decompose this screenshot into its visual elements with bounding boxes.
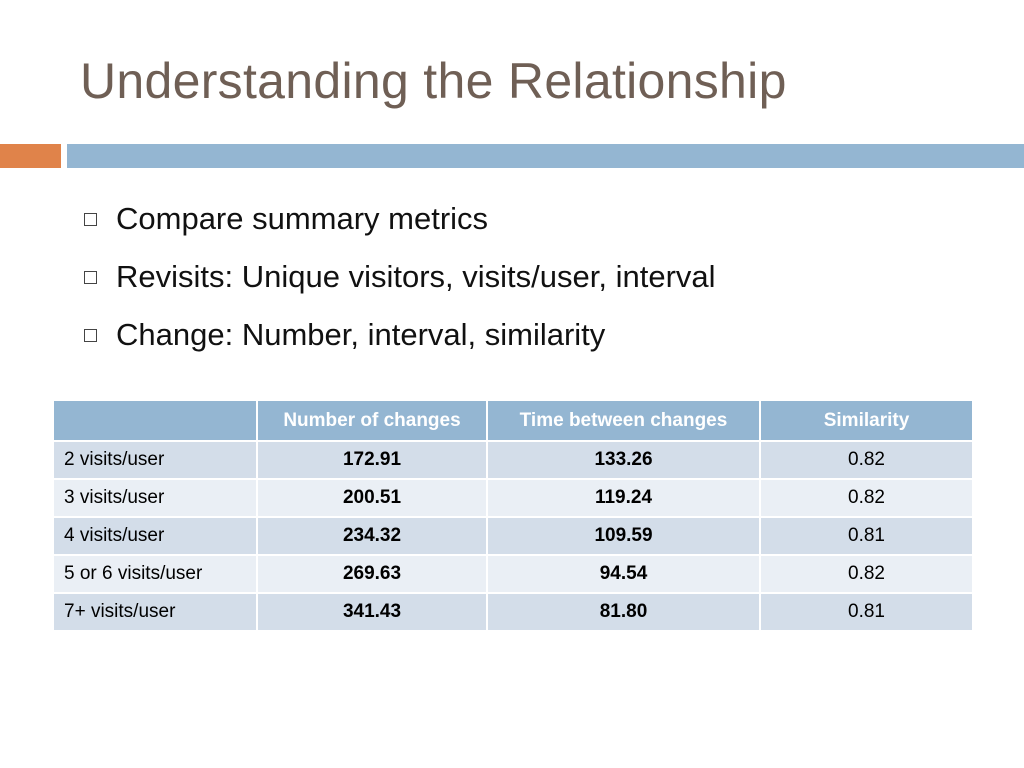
bullet-text: Change: Number, interval, similarity <box>116 317 606 352</box>
bullet-text: Compare summary metrics <box>116 201 489 236</box>
slide-title: Understanding the Relationship <box>80 53 787 109</box>
accent-bar-orange <box>0 144 61 168</box>
table-row: 5 or 6 visits/user 269.63 94.54 0.82 <box>52 554 974 594</box>
row-label: 2 visits/user <box>52 440 258 480</box>
number-of-changes-cell: 200.51 <box>256 478 488 518</box>
square-bullet-icon <box>84 270 97 284</box>
table-row: 3 visits/user 200.51 119.24 0.82 <box>52 478 974 518</box>
time-between-changes-cell: 109.59 <box>486 516 761 556</box>
row-label: 7+ visits/user <box>52 592 258 632</box>
table-row: 2 visits/user 172.91 133.26 0.82 <box>52 440 974 480</box>
table-row: 4 visits/user 234.32 109.59 0.81 <box>52 516 974 556</box>
table-header-cell: Time between changes <box>486 399 761 442</box>
row-label: 4 visits/user <box>52 516 258 556</box>
time-between-changes-cell: 94.54 <box>486 554 761 594</box>
accent-bar-blue <box>67 144 1024 168</box>
number-of-changes-cell: 269.63 <box>256 554 488 594</box>
similarity-cell: 0.82 <box>759 554 974 594</box>
time-between-changes-cell: 133.26 <box>486 440 761 480</box>
similarity-cell: 0.81 <box>759 592 974 632</box>
number-of-changes-cell: 172.91 <box>256 440 488 480</box>
row-label: 5 or 6 visits/user <box>52 554 258 594</box>
metrics-table: Number of changes Time between changes S… <box>52 399 974 632</box>
square-bullet-icon <box>84 328 97 342</box>
table-header-cell <box>52 399 258 442</box>
bullet-item: Compare summary metrics <box>84 190 716 248</box>
square-bullet-icon <box>84 212 97 226</box>
number-of-changes-cell: 341.43 <box>256 592 488 632</box>
table-header-cell: Number of changes <box>256 399 488 442</box>
time-between-changes-cell: 119.24 <box>486 478 761 518</box>
bullet-item: Revisits: Unique visitors, visits/user, … <box>84 248 716 306</box>
number-of-changes-cell: 234.32 <box>256 516 488 556</box>
row-label: 3 visits/user <box>52 478 258 518</box>
time-between-changes-cell: 81.80 <box>486 592 761 632</box>
table-header-cell: Similarity <box>759 399 974 442</box>
bullet-text: Revisits: Unique visitors, visits/user, … <box>116 259 716 294</box>
bullet-item: Change: Number, interval, similarity <box>84 306 716 364</box>
similarity-cell: 0.82 <box>759 478 974 518</box>
table-row: 7+ visits/user 341.43 81.80 0.81 <box>52 592 974 632</box>
table-header-row: Number of changes Time between changes S… <box>52 399 974 442</box>
similarity-cell: 0.82 <box>759 440 974 480</box>
bullet-list: Compare summary metrics Revisits: Unique… <box>84 190 716 364</box>
similarity-cell: 0.81 <box>759 516 974 556</box>
